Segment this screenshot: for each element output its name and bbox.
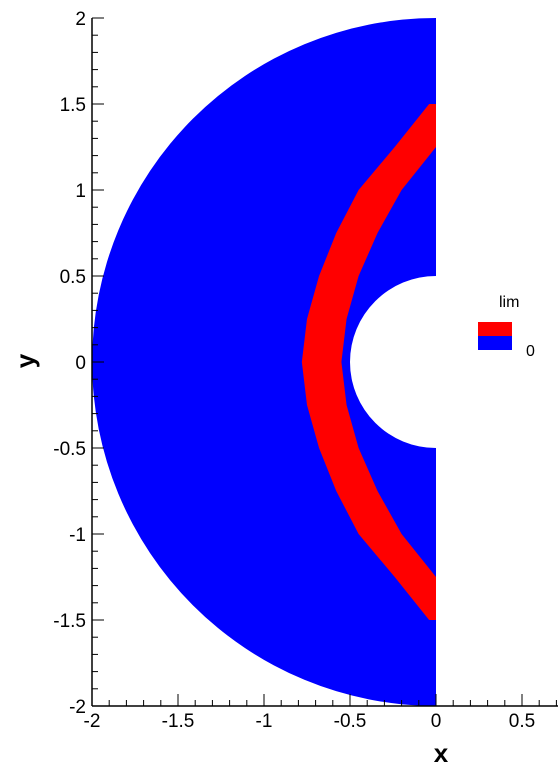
y-ticks <box>92 17 104 707</box>
blue-domain-region <box>92 18 436 706</box>
x-tick-label: -0.5 <box>334 711 367 732</box>
y-tick-label: 0 <box>75 353 86 374</box>
legend-swatch <box>478 336 512 350</box>
y-tick-label: 1 <box>75 181 86 202</box>
legend-title: lim <box>499 294 519 311</box>
legend-label: 0 <box>526 343 535 360</box>
y-tick-label: 2 <box>75 9 86 30</box>
x-tick-label: 0.5 <box>509 711 535 732</box>
red-band-region <box>301 104 436 620</box>
y-tick-label: -0.5 <box>53 439 86 460</box>
y-tick-label: -1 <box>69 525 86 546</box>
x-tick-label: 0 <box>431 711 442 732</box>
y-tick-label: 0.5 <box>60 267 86 288</box>
x-ticks <box>91 694 557 706</box>
y-tick-labels: 2 1.5 1 0.5 0 -0.5 -1 -1.5 -2 <box>53 9 86 718</box>
x-tick-label: -1 <box>256 711 273 732</box>
x-tick-label: -1.5 <box>162 711 195 732</box>
y-tick-label: -1.5 <box>53 611 86 632</box>
x-axis-title: x <box>434 738 449 767</box>
y-tick-label: -2 <box>69 697 86 718</box>
legend-swatch <box>478 322 512 336</box>
y-axis-title: y <box>10 353 40 368</box>
x-tick-labels: -2 -1.5 -1 -0.5 0 0.5 <box>84 711 536 732</box>
y-tick-label: 1.5 <box>60 95 86 116</box>
x-tick-label: -2 <box>84 711 101 732</box>
legend: lim 0 <box>478 294 535 360</box>
